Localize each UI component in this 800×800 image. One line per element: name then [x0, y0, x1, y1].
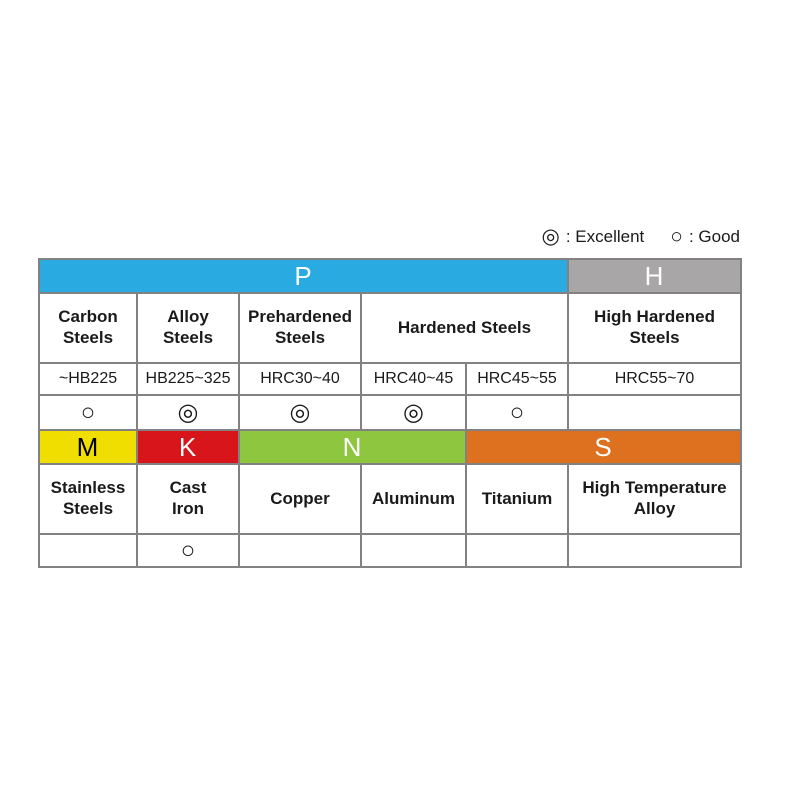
rating-row-bottom: ○ [38, 533, 742, 568]
iso-group-row-top: P H [38, 258, 742, 294]
cell-copper: Copper [238, 463, 362, 535]
legend-excellent-label: : Excellent [565, 227, 645, 246]
rating-legend: ◎ : Excellent ○ : Good [38, 224, 741, 250]
cell-prehardened-steels: Prehardened Steels [238, 292, 362, 364]
material-name-row-top: Carbon Steels Alloy Steels Prehardened S… [38, 292, 742, 364]
legend-good: ○ : Good [670, 224, 740, 248]
cell-titanium: Titanium [465, 463, 569, 535]
cell-high-hardened-steels: High Hardened Steels [567, 292, 742, 364]
legend-excellent: ◎ : Excellent [541, 224, 645, 248]
rating-hardened-steels-hrc45-55: ○ [465, 394, 569, 431]
cell-alloy-steels: Alloy Steels [136, 292, 240, 364]
hardness-hb225-325: HB225~325 [136, 362, 240, 396]
rating-copper [238, 533, 362, 568]
group-n-bar: N [238, 429, 467, 465]
hardness-hrc30-40: HRC30~40 [238, 362, 362, 396]
cell-aluminum: Aluminum [360, 463, 467, 535]
rating-stainless-steels [38, 533, 138, 568]
cell-carbon-steels: Carbon Steels [38, 292, 138, 364]
material-application-table: P H Carbon Steels Alloy Steels Preharden… [38, 258, 742, 568]
cell-hardened-steels: Hardened Steels [360, 292, 569, 364]
hardness-hrc55-70: HRC55~70 [567, 362, 742, 396]
rating-alloy-steels: ◎ [136, 394, 240, 431]
rating-titanium [465, 533, 569, 568]
rating-aluminum [360, 533, 467, 568]
legend-good-label: : Good [688, 227, 740, 246]
hardness-row: ~HB225 HB225~325 HRC30~40 HRC40~45 HRC45… [38, 362, 742, 396]
cell-cast-iron: Cast Iron [136, 463, 240, 535]
group-m-bar: M [38, 429, 138, 465]
cell-high-temperature-alloy: High Temperature Alloy [567, 463, 742, 535]
good-rating-icon: ○ [670, 224, 683, 248]
rating-hardened-steels-hrc40-45: ◎ [360, 394, 467, 431]
rating-high-temperature-alloy [567, 533, 742, 568]
rating-row-top: ○ ◎ ◎ ◎ ○ [38, 394, 742, 431]
group-s-bar: S [465, 429, 742, 465]
material-name-row-bottom: Stainless Steels Cast Iron Copper Alumin… [38, 463, 742, 535]
rating-prehardened-steels: ◎ [238, 394, 362, 431]
excellent-rating-icon: ◎ [541, 224, 560, 248]
iso-group-row-bottom: M K N S [38, 429, 742, 465]
group-k-bar: K [136, 429, 240, 465]
rating-cast-iron: ○ [136, 533, 240, 568]
group-p-bar: P [38, 258, 569, 294]
hardness-hrc45-55: HRC45~55 [465, 362, 569, 396]
rating-carbon-steels: ○ [38, 394, 138, 431]
hardness-hb225: ~HB225 [38, 362, 138, 396]
cell-stainless-steels: Stainless Steels [38, 463, 138, 535]
rating-high-hardened-steels [567, 394, 742, 431]
hardness-hrc40-45: HRC40~45 [360, 362, 467, 396]
group-h-bar: H [567, 258, 742, 294]
